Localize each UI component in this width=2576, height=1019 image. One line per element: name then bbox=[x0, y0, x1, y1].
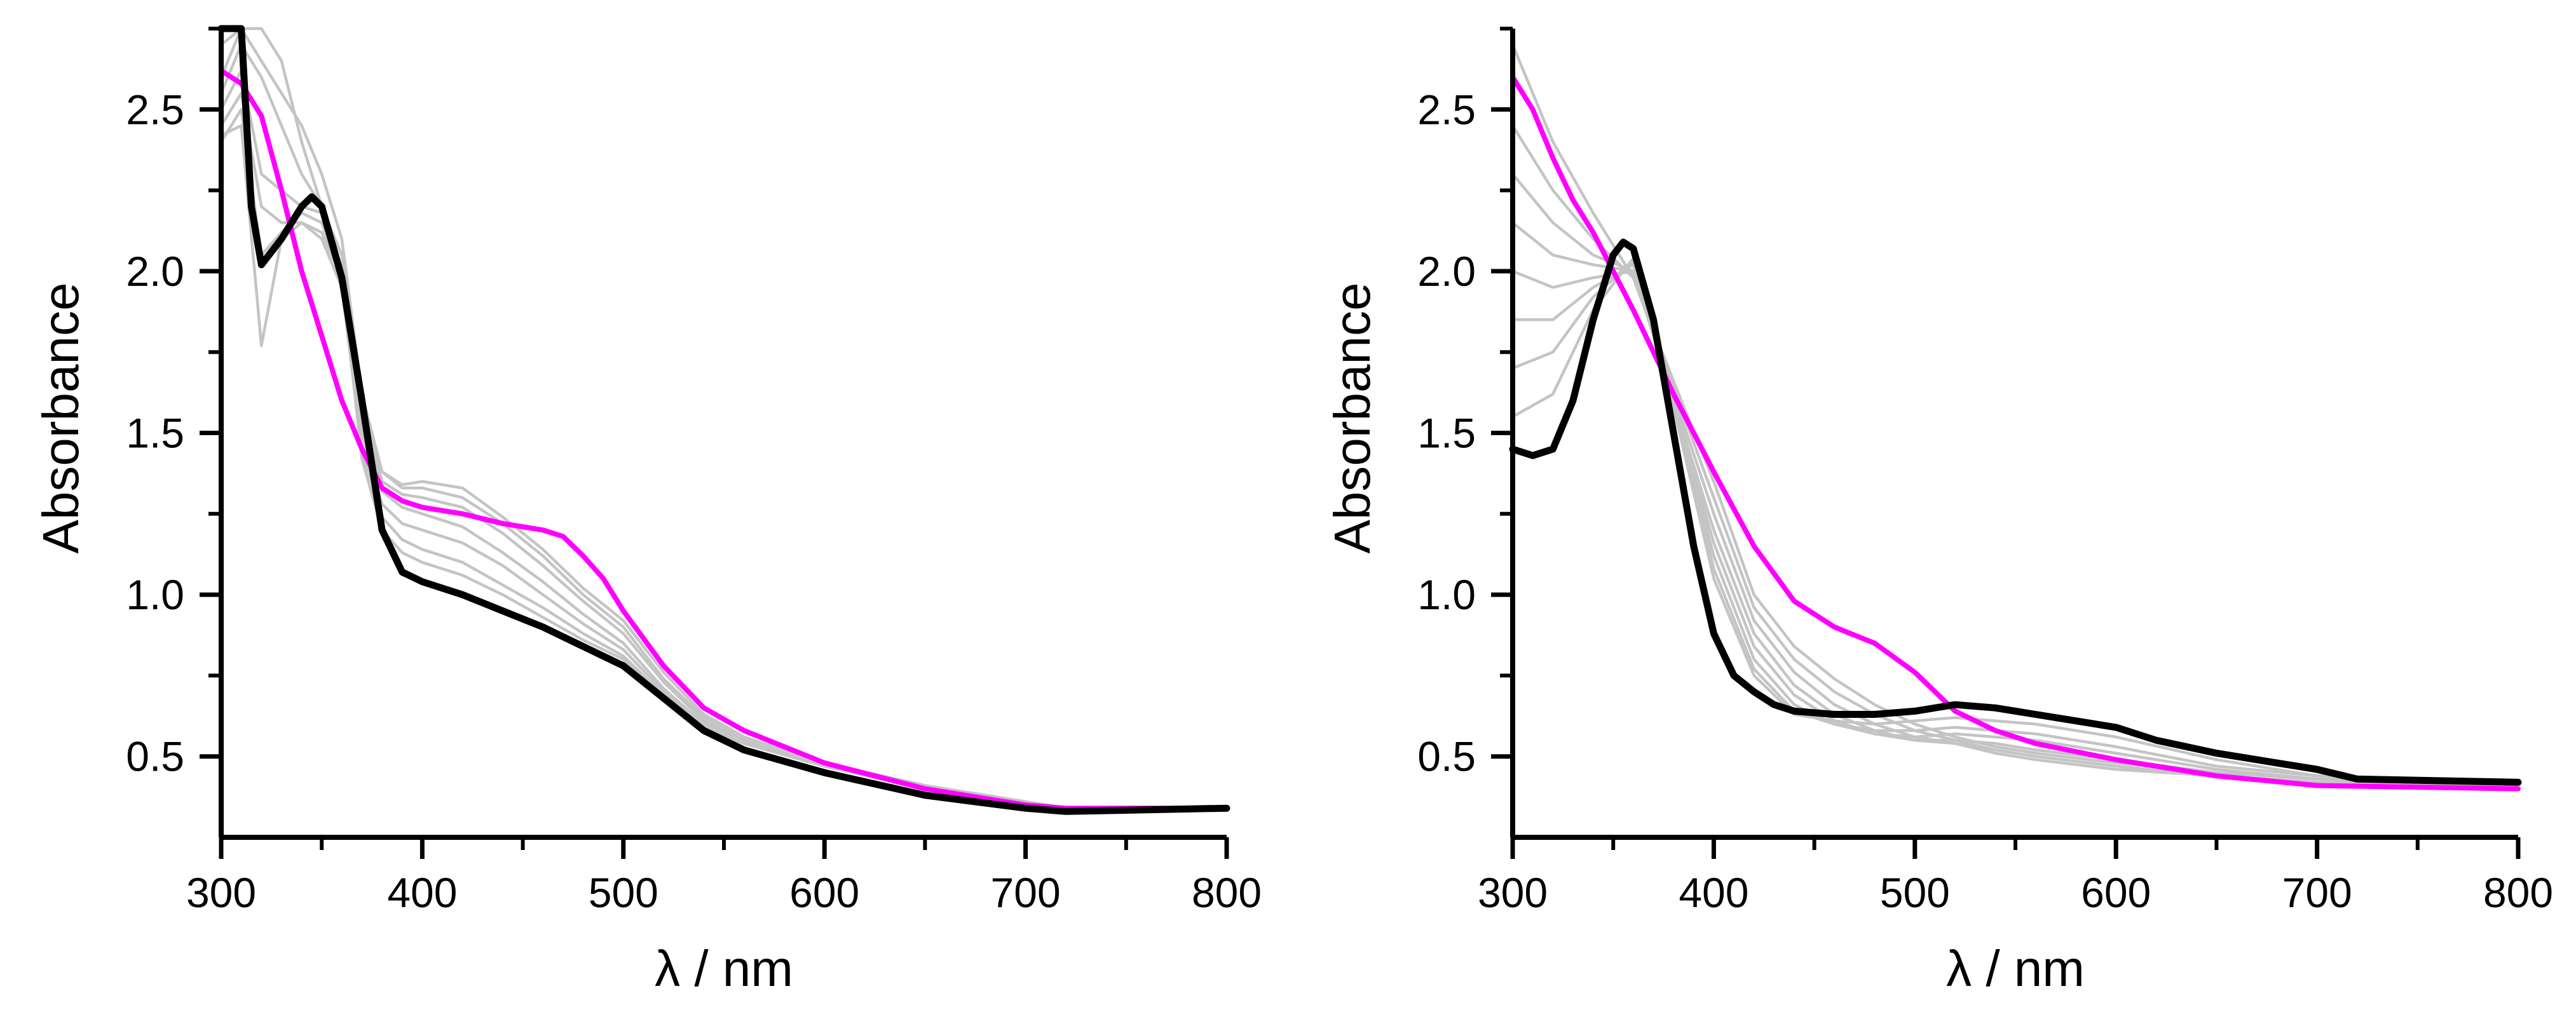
series-layer bbox=[217, 25, 1230, 815]
x-tick-label: 400 bbox=[387, 869, 457, 916]
series-line-intermediate-3 bbox=[219, 43, 1229, 810]
y-tick-label: 2.0 bbox=[126, 248, 184, 295]
right-spectrum-chart: 300 400 500 600 700 800 0.5 1.0 1.5 2.0 2.5 λ / nm… bbox=[1324, 27, 2553, 997]
series-line-initial-0 bbox=[1510, 74, 2521, 792]
y-tick-label: 2.5 bbox=[1417, 86, 1476, 133]
x-tick-label: 800 bbox=[1192, 869, 1262, 916]
series-line-intermediate-2 bbox=[219, 27, 1229, 810]
x-tick-label: 500 bbox=[1880, 869, 1950, 916]
series-line-intermediate-8 bbox=[1511, 257, 2520, 784]
series-line-intermediate-3 bbox=[1511, 172, 2520, 787]
series-layer bbox=[1509, 43, 2522, 792]
y-tick-label: 2.0 bbox=[1417, 248, 1476, 295]
series-line-initial-0 bbox=[219, 68, 1229, 811]
y-tick-label: 1.5 bbox=[1417, 410, 1476, 457]
y-tick-label: 1.5 bbox=[126, 410, 184, 457]
y-tick-label: 2.5 bbox=[126, 86, 184, 133]
series-line-intermediate-1 bbox=[1511, 43, 2520, 784]
y-tick-label: 0.5 bbox=[1417, 733, 1476, 780]
series-line-final-9 bbox=[1509, 238, 2522, 786]
x-tick-label: 700 bbox=[991, 869, 1061, 916]
axes-layer: 300 400 500 600 700 800 0.5 1.0 1.5 2.0 2.5 bbox=[126, 27, 1262, 916]
x-tick-label: 800 bbox=[2483, 869, 2553, 916]
series-line-intermediate-4 bbox=[1511, 221, 2520, 787]
y-axis-title: Absorbance bbox=[1324, 283, 1380, 554]
y-tick-label: 0.5 bbox=[126, 733, 184, 780]
x-tick-label: 300 bbox=[186, 869, 256, 916]
y-tick-label: 1.0 bbox=[1417, 571, 1476, 618]
x-tick-label: 400 bbox=[1679, 869, 1748, 916]
x-tick-label: 500 bbox=[589, 869, 658, 916]
axes-layer: 300 400 500 600 700 800 0.5 1.0 1.5 2.0 2.5 bbox=[1417, 27, 2553, 916]
x-axis-title: λ / nm bbox=[655, 940, 793, 997]
y-axis-title: Absorbance bbox=[32, 283, 89, 554]
x-tick-label: 700 bbox=[2282, 869, 2352, 916]
series-line-intermediate-6 bbox=[1511, 263, 2520, 787]
x-axis-title: λ / nm bbox=[1946, 940, 2085, 997]
x-tick-label: 600 bbox=[789, 869, 859, 916]
series-line-intermediate-1 bbox=[219, 27, 1229, 810]
x-tick-label: 300 bbox=[1478, 869, 1548, 916]
series-line-final-8 bbox=[217, 25, 1230, 815]
x-tick-label: 600 bbox=[2081, 869, 2151, 916]
series-line-intermediate-7 bbox=[1511, 260, 2520, 787]
y-tick-label: 1.0 bbox=[126, 571, 184, 618]
left-spectrum-chart: 300 400 500 600 700 800 0.5 1.0 1.5 2.0 2.5 λ / nm… bbox=[32, 25, 1262, 997]
series-line-intermediate-2 bbox=[1511, 124, 2520, 787]
